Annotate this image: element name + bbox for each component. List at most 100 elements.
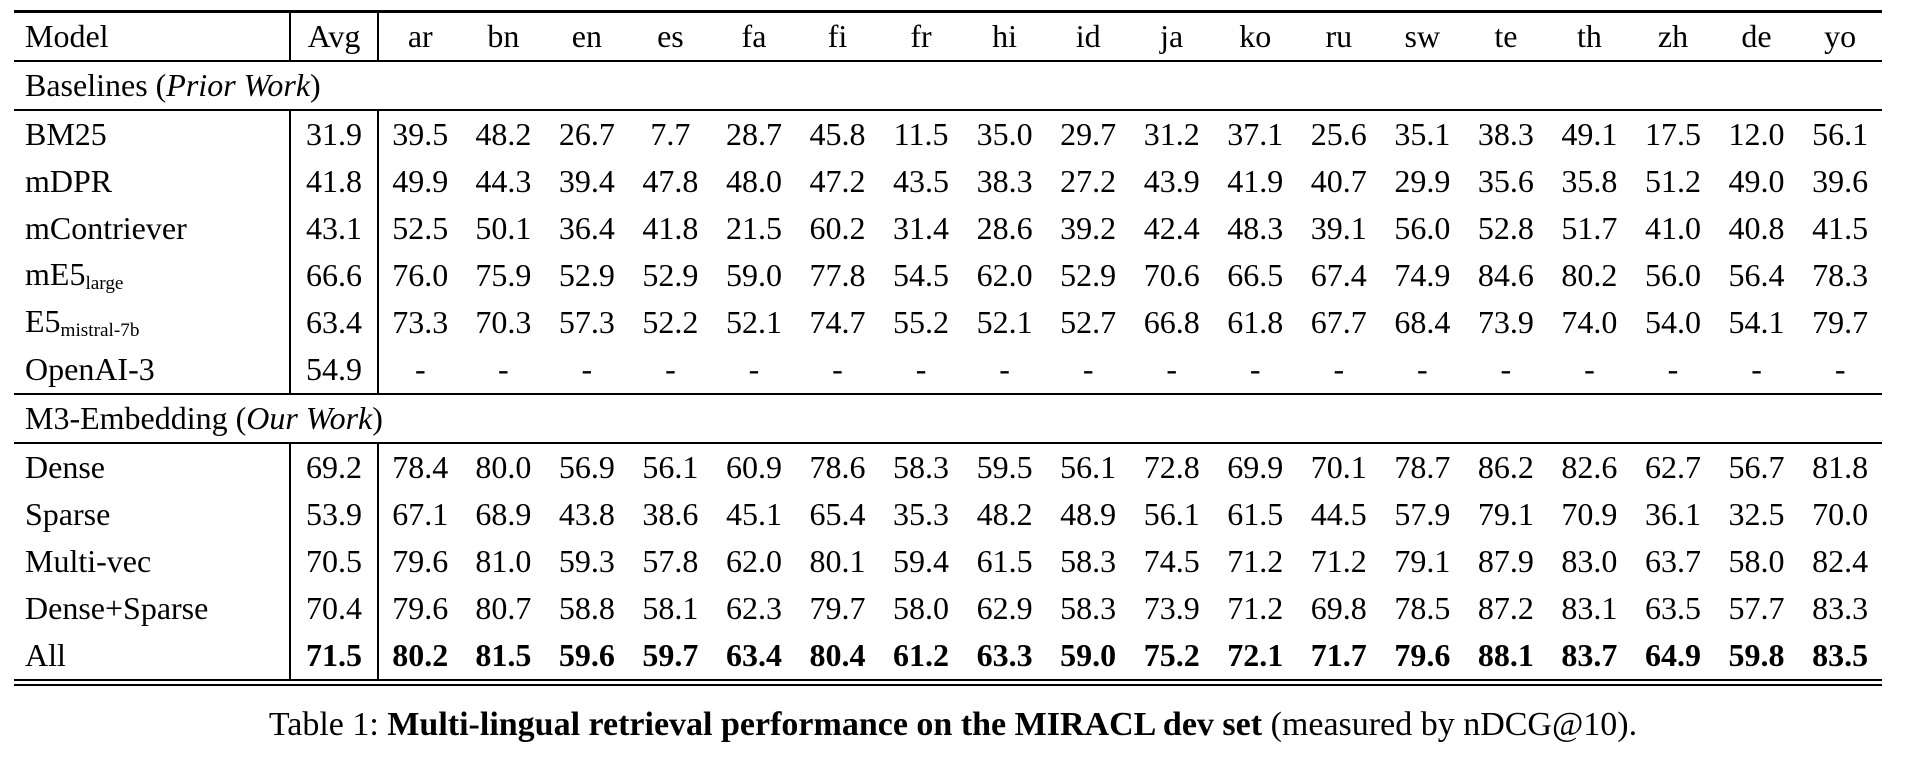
value-cell: 79.6 — [1394, 637, 1451, 673]
value-cell: 66.8 — [1143, 304, 1200, 340]
row-label-subscript: large — [85, 273, 124, 295]
value-cell: 63.4 — [725, 637, 782, 673]
value-cell: 58.0 — [1728, 543, 1785, 579]
value-cell: - — [1584, 351, 1595, 387]
value-cell: 28.6 — [976, 210, 1033, 246]
value-cell: 29.7 — [1060, 116, 1117, 152]
column-header: sw — [1380, 11, 1465, 62]
column-header: ru — [1297, 11, 1381, 62]
column-header: ko — [1213, 11, 1298, 62]
value-cell: 56.9 — [558, 449, 615, 485]
value-cell: 79.7 — [809, 590, 866, 626]
value-cell: 62.9 — [976, 590, 1033, 626]
value-cell: - — [1082, 351, 1094, 387]
value-cell: 48.2 — [475, 116, 532, 152]
value-cell: 43.9 — [1143, 163, 1200, 199]
table-row: Sparse 53.9 67.1 68.9 43.8 38.6 45.1 65.4 35.3 48… — [14, 491, 1882, 538]
value-cell: - — [915, 351, 927, 387]
value-cell: 81.5 — [475, 637, 532, 673]
value-cell: 79.6 — [392, 543, 449, 579]
column-header: Model — [14, 11, 290, 62]
value-cell: 35.3 — [893, 496, 950, 532]
row-label: Dense — [25, 449, 105, 485]
value-cell: 73.3 — [392, 304, 449, 340]
value-cell: 83.7 — [1561, 637, 1618, 673]
value-cell: 70.0 — [1812, 496, 1869, 532]
value-cell: 41.0 — [1644, 210, 1701, 246]
column-header: ja — [1129, 11, 1214, 62]
value-cell: 80.4 — [809, 637, 866, 673]
column-header: yo — [1798, 11, 1882, 62]
value-cell: 35.1 — [1394, 116, 1451, 152]
value-cell: 79.7 — [1812, 304, 1869, 340]
value-cell: 58.3 — [1060, 543, 1117, 579]
value-cell: 56.7 — [1728, 449, 1785, 485]
value-cell: 80.7 — [475, 590, 532, 626]
value-cell: 52.5 — [392, 210, 449, 246]
row-label: E5mistral-7b — [25, 302, 140, 342]
value-cell: - — [1249, 351, 1261, 387]
value-cell: 57.9 — [1394, 496, 1451, 532]
value-cell: 78.3 — [1812, 257, 1869, 293]
value-cell: 17.5 — [1644, 116, 1701, 152]
value-cell: 25.6 — [1310, 116, 1367, 152]
row-label: OpenAI-3 — [25, 351, 155, 387]
value-cell: 52.7 — [1060, 304, 1117, 340]
value-cell: 60.2 — [809, 210, 866, 246]
value-cell: 28.7 — [725, 116, 782, 152]
value-cell: 48.3 — [1227, 210, 1284, 246]
value-cell: 78.7 — [1394, 449, 1451, 485]
section-row: Baselines (Prior Work) — [14, 60, 1882, 111]
value-cell: 80.2 — [392, 637, 449, 673]
value-cell: - — [999, 351, 1010, 387]
value-cell: 35.6 — [1477, 163, 1534, 199]
avg-cell: 70.4 — [289, 585, 379, 632]
avg-cell: 31.9 — [289, 110, 379, 158]
value-cell: - — [1500, 351, 1512, 387]
value-cell: 69.9 — [1227, 449, 1284, 485]
value-cell: 49.0 — [1728, 163, 1785, 199]
avg-cell: 54.9 — [289, 346, 379, 394]
value-cell: 87.2 — [1477, 590, 1534, 626]
value-cell: 64.9 — [1644, 637, 1701, 673]
row-label: mE5large — [25, 255, 124, 295]
section-header: Baselines (Prior Work) — [14, 60, 1882, 111]
column-header: en — [545, 11, 629, 62]
value-cell: - — [414, 351, 426, 387]
row-label: Dense+Sparse — [25, 590, 209, 626]
value-cell: 26.7 — [558, 116, 615, 152]
value-cell: 12.0 — [1728, 116, 1785, 152]
value-cell: 41.8 — [642, 210, 699, 246]
value-cell: - — [832, 351, 843, 387]
value-cell: 54.1 — [1728, 304, 1785, 340]
table-row: mE5large 66.6 76.0 75.9 52.9 52.9 59.0 77.8 54.5… — [14, 252, 1882, 299]
avg-cell: 53.9 — [289, 491, 379, 538]
value-cell: 54.0 — [1644, 304, 1701, 340]
value-cell: 62.0 — [976, 257, 1033, 293]
results-table: Model Avg ar bn en es fa fi fr hi id ja ko ru sw te th zh… — [14, 10, 1882, 686]
value-cell: 73.9 — [1143, 590, 1200, 626]
value-cell: 78.6 — [809, 449, 866, 485]
value-cell: 45.8 — [809, 116, 866, 152]
value-cell: 38.3 — [976, 163, 1033, 199]
value-cell: 79.6 — [392, 590, 449, 626]
value-cell: 52.1 — [725, 304, 782, 340]
value-cell: 40.7 — [1310, 163, 1367, 199]
value-cell: 71.2 — [1310, 543, 1367, 579]
value-cell: 44.3 — [475, 163, 532, 199]
value-cell: 42.4 — [1143, 210, 1200, 246]
value-cell: 49.1 — [1561, 116, 1618, 152]
avg-cell: 41.8 — [289, 158, 379, 205]
value-cell: 55.2 — [893, 304, 950, 340]
value-cell: 70.6 — [1143, 257, 1200, 293]
column-header: fr — [879, 11, 963, 62]
table-body: Baselines (Prior Work) BM25 31.9 39.5 48.2 26… — [14, 60, 1882, 683]
value-cell: 32.5 — [1728, 496, 1785, 532]
column-header: te — [1464, 11, 1548, 62]
value-cell: 49.9 — [392, 163, 449, 199]
value-cell: 83.1 — [1561, 590, 1618, 626]
value-cell: 47.2 — [809, 163, 866, 199]
table-row: Dense 69.2 78.4 80.0 56.9 56.1 60.9 78.6 58.3 59.… — [14, 443, 1882, 491]
row-label: Multi-vec — [25, 543, 152, 579]
value-cell: 35.0 — [976, 116, 1033, 152]
